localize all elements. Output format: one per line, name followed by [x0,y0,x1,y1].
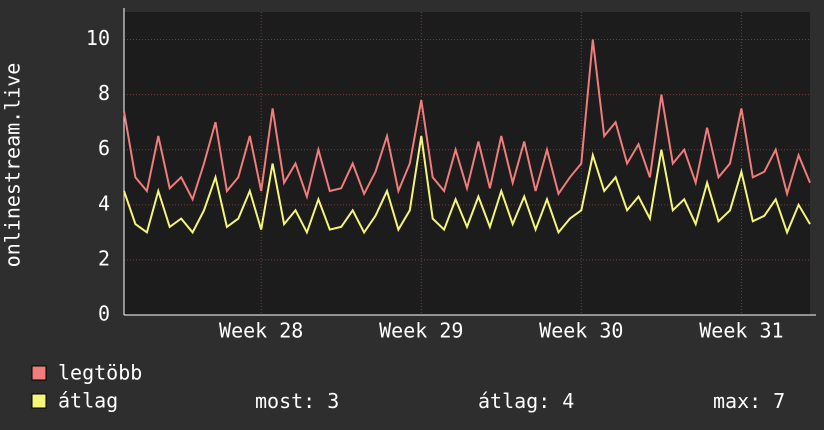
x-tick-label: Week 31 [699,319,783,343]
y-tick-label: 0 [98,302,110,326]
stat: átlag: 4 [478,389,574,413]
x-tick-label: Week 28 [219,319,303,343]
legend-label: átlag [58,389,118,413]
stat-value: 7 [773,389,785,413]
legend-swatch [31,393,47,409]
stat-label: max: [713,389,761,413]
y-tick-label: 2 [98,246,110,270]
series-line [123,135,811,236]
y-tick-label: 10 [86,26,110,50]
series-line [123,39,811,202]
y-tick-label: 6 [98,136,110,160]
x-tick-label: Week 29 [379,319,463,343]
stat: most: 3 [255,389,339,413]
legend-swatch [31,365,47,381]
stat-label: átlag: [478,389,550,413]
stat-value: 4 [562,389,574,413]
y-axis-label: onlinestream.live [1,63,25,268]
stat: max: 7 [713,389,785,413]
legend-label: legtöbb [58,361,142,385]
x-tick-label: Week 30 [539,319,623,343]
y-tick-label: 4 [98,191,110,215]
stat-label: most: [255,389,315,413]
y-tick-label: 8 [98,81,110,105]
stat-value: 3 [327,389,339,413]
plot-area [124,12,810,315]
